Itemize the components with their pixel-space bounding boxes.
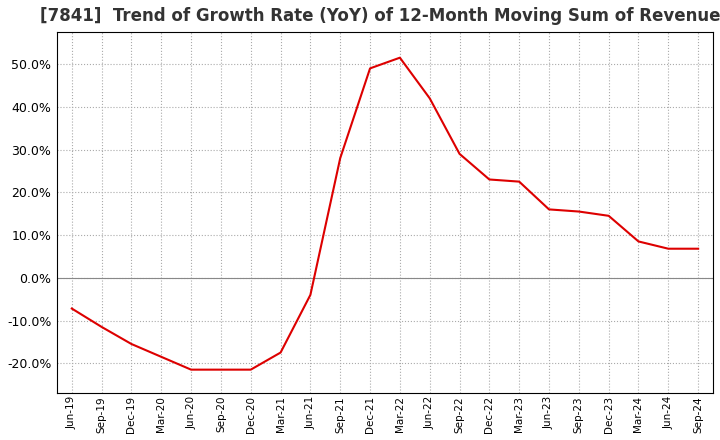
Title: [7841]  Trend of Growth Rate (YoY) of 12-Month Moving Sum of Revenues: [7841] Trend of Growth Rate (YoY) of 12-…: [40, 7, 720, 25]
